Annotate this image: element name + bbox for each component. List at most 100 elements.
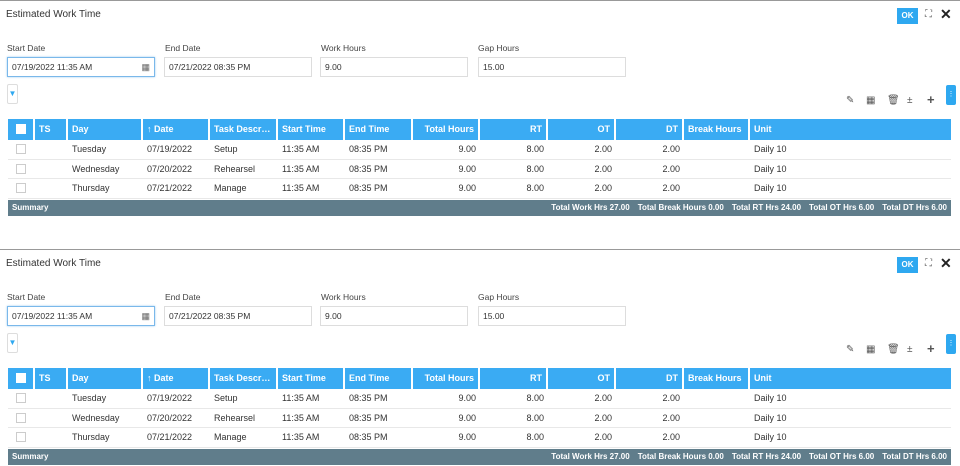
cell-task: Manage (214, 432, 247, 442)
cell-day: Thursday (72, 183, 110, 193)
column-header[interactable]: DT (616, 368, 684, 389)
calendar-grid-icon[interactable]: ▦ (866, 95, 876, 106)
gap-hours-input[interactable]: 15.00 (478, 57, 626, 77)
add-icon[interactable]: + (927, 341, 935, 356)
edit-icon[interactable]: ✎ (846, 344, 855, 355)
end-date-input[interactable]: 07/21/2022 08:35 PM (164, 57, 312, 77)
total-work-hours: Total Work Hrs 27.00 (551, 452, 630, 461)
split-icon[interactable]: ± (907, 344, 913, 355)
start-date-input[interactable]: 07/19/2022 11:35 AM ▦ (7, 57, 155, 77)
column-header[interactable]: Start Time (278, 368, 345, 389)
column-header[interactable]: Task Descript... (210, 119, 278, 140)
delete-icon[interactable]: 🗑 (887, 344, 900, 355)
total-ot-hours: Total OT Hrs 6.00 (809, 452, 875, 461)
row-select-cell (8, 389, 35, 408)
calendar-icon[interactable]: ▦ (141, 62, 150, 72)
column-header[interactable]: Break Hours (684, 119, 750, 140)
cell-rt: 8.00 (526, 432, 544, 442)
column-header[interactable]: OT (548, 119, 616, 140)
column-header[interactable]: Unit (754, 373, 772, 383)
cell-brk (684, 160, 750, 179)
table-row[interactable]: Thursday 07/21/2022 Manage 11:35 AM 08:35 PM… (8, 428, 951, 448)
cell-rt: 8.00 (526, 163, 544, 174)
table-row[interactable]: Thursday 07/21/2022 Manage 11:35 AM 08:35 PM… (8, 179, 951, 199)
column-header[interactable]: Day (68, 368, 143, 389)
delete-icon[interactable]: 🗑 (887, 95, 900, 106)
row-select-cell (8, 428, 35, 447)
row-checkbox[interactable] (16, 412, 26, 423)
work-hours-input[interactable]: 9.00 (320, 306, 468, 326)
row-checkbox[interactable] (16, 432, 26, 442)
ok-button[interactable]: OK (897, 8, 918, 24)
column-header[interactable]: Task Descript... (210, 368, 278, 389)
row-select-cell (8, 409, 35, 428)
work-time-grid: TS Day ↑ Date Task Descript... Start Time End… (8, 119, 951, 199)
calendar-grid-icon[interactable]: ▦ (866, 344, 876, 355)
column-header[interactable]: OT (548, 368, 616, 389)
row-checkbox[interactable] (16, 163, 26, 174)
side-panel-toggle[interactable]: ⋮ (946, 334, 956, 354)
gap-hours-input[interactable]: 15.00 (478, 306, 626, 326)
cell-brk (684, 140, 750, 159)
filter-icon[interactable]: ▼ (7, 84, 18, 104)
column-header[interactable]: End Time (345, 119, 413, 140)
column-header[interactable]: Start Time (278, 119, 345, 140)
cell-dt: 2.00 (662, 432, 680, 442)
select-all-checkbox[interactable] (16, 124, 26, 134)
column-header[interactable]: RT (480, 119, 548, 140)
table-row[interactable]: Wednesday 07/20/2022 Rehearsel 11:35 AM 08:3… (8, 409, 951, 428)
add-icon[interactable]: + (927, 92, 935, 107)
ok-button[interactable]: OK (897, 257, 918, 273)
cell-day: Wednesday (72, 163, 120, 174)
cell-rt: 8.00 (526, 144, 544, 154)
cell-dt: 2.00 (662, 393, 680, 403)
side-panel-toggle[interactable]: ⋮ (946, 85, 956, 105)
column-header[interactable]: Break Hours (684, 368, 750, 389)
cell-task: Rehearsel (214, 163, 256, 174)
column-header[interactable]: ↑ Date (143, 119, 210, 140)
column-header[interactable]: DT (616, 119, 684, 140)
column-header[interactable]: End Time (345, 368, 413, 389)
column-header[interactable]: TS (35, 368, 68, 389)
summary-label: Summary (12, 203, 49, 212)
column-header[interactable]: Total Hours (413, 368, 480, 389)
end-date-label: End Date (165, 292, 201, 302)
summary-bar: Summary Total Work Hrs 27.00 Total Break… (8, 449, 951, 465)
cell-ot: 2.00 (594, 163, 612, 174)
column-header[interactable]: RT (480, 368, 548, 389)
split-icon[interactable]: ± (907, 95, 913, 106)
cell-unit: Daily 10 (754, 163, 787, 174)
calendar-icon[interactable]: ▦ (141, 311, 150, 321)
column-header[interactable]: ↑ Date (143, 368, 210, 389)
row-checkbox[interactable] (16, 393, 26, 403)
table-row[interactable]: Tuesday 07/19/2022 Setup 11:35 AM 08:35 PM 9.… (8, 140, 951, 160)
row-checkbox[interactable] (16, 183, 26, 193)
end-date-input[interactable]: 07/21/2022 08:35 PM (164, 306, 312, 326)
column-header[interactable]: Day (68, 119, 143, 140)
start-date-input[interactable]: 07/19/2022 11:35 AM ▦ (7, 306, 155, 326)
edit-icon[interactable]: ✎ (846, 95, 855, 106)
end-date-label: End Date (165, 43, 201, 53)
work-hours-input[interactable]: 9.00 (320, 57, 468, 77)
cell-total: 9.00 (458, 183, 476, 193)
cell-ts (35, 428, 68, 447)
expand-icon[interactable]: ⛶ (925, 258, 932, 269)
table-row[interactable]: Tuesday 07/19/2022 Setup 11:35 AM 08:35 PM 9.… (8, 389, 951, 409)
cell-day: Thursday (72, 432, 110, 442)
total-break-hours: Total Break Hours 0.00 (637, 203, 724, 212)
expand-icon[interactable]: ⛶ (925, 9, 932, 20)
cell-brk (684, 179, 750, 198)
close-icon[interactable]: ✕ (940, 255, 952, 271)
cell-task: Setup (214, 144, 238, 154)
close-icon[interactable]: ✕ (940, 6, 952, 22)
filter-icon[interactable]: ▼ (7, 333, 18, 353)
select-all-checkbox[interactable] (16, 373, 26, 383)
row-checkbox[interactable] (16, 144, 26, 154)
column-header[interactable]: Total Hours (413, 119, 480, 140)
total-dt-hours: Total DT Hrs 6.00 (882, 203, 947, 212)
cell-end: 08:35 PM (349, 183, 388, 193)
table-row[interactable]: Wednesday 07/20/2022 Rehearsel 11:35 AM 08:3… (8, 160, 951, 179)
column-header[interactable]: Unit (754, 124, 772, 134)
total-rt-hours: Total RT Hrs 24.00 (731, 203, 802, 212)
column-header[interactable]: TS (35, 119, 68, 140)
